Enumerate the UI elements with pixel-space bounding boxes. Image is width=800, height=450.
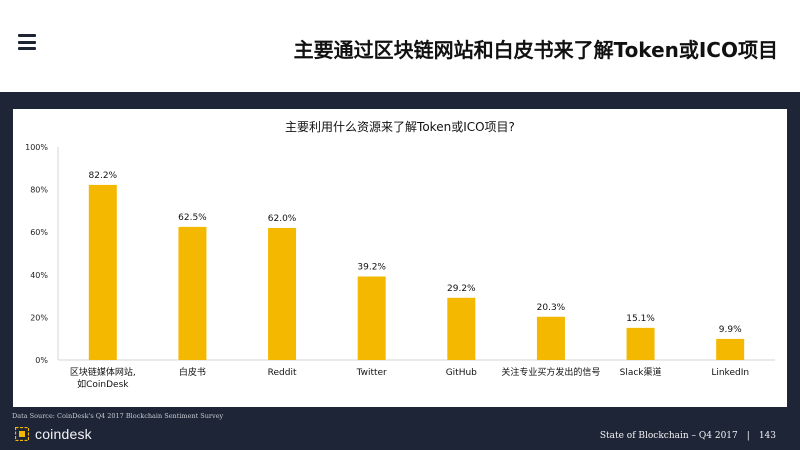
bar-chart: 主要利用什么资源来了解Token或ICO项目? 0% 20% 40% 60% 80% 100… xyxy=(25,120,775,390)
bar xyxy=(88,184,117,360)
data-source-note: Data Source: CoinDesk's Q4 2017 Blockcha… xyxy=(12,412,224,420)
y-tick-label: 20% xyxy=(30,313,48,322)
y-tick-label: 100% xyxy=(25,143,48,152)
data-label: 62.5% xyxy=(178,213,207,223)
x-tick-label: Slack渠道 xyxy=(620,366,662,378)
y-tick-label: 60% xyxy=(30,228,48,237)
x-tick-label: 区块链媒体网站, xyxy=(70,366,136,378)
data-label: 9.9% xyxy=(719,325,742,335)
data-label: 29.2% xyxy=(447,284,476,294)
bar xyxy=(447,297,476,360)
data-label: 20.3% xyxy=(537,303,566,313)
y-tick-label: 40% xyxy=(30,271,48,280)
footer-separator: | xyxy=(746,431,750,441)
menu-icon[interactable] xyxy=(18,34,36,50)
y-tick-label: 80% xyxy=(30,186,48,195)
x-tick-label: 白皮书 xyxy=(179,366,206,378)
x-tick-label: LinkedIn xyxy=(711,368,749,378)
bar xyxy=(357,276,386,360)
logo-text: coindesk xyxy=(35,426,92,442)
bar xyxy=(536,316,565,360)
data-label: 82.2% xyxy=(89,171,118,181)
coindesk-logo: coindesk xyxy=(15,426,92,442)
data-label: 62.0% xyxy=(268,214,297,224)
x-tick-label: 关注专业买方发出的信号 xyxy=(501,366,600,378)
slide-title: 主要通过区块链网站和白皮书来了解Token或ICO项目 xyxy=(293,38,778,62)
chart-panel: 主要利用什么资源来了解Token或ICO项目? 0% 20% 40% 60% 80% 100… xyxy=(13,109,787,407)
footer-report-title: State of Blockchain – Q4 2017 xyxy=(599,431,738,441)
bar xyxy=(268,227,297,360)
coindesk-logo-icon xyxy=(15,427,29,441)
data-label: 15.1% xyxy=(626,314,655,324)
data-label: 39.2% xyxy=(357,263,386,273)
bar xyxy=(178,226,207,360)
x-tick-label: Twitter xyxy=(356,368,387,378)
footer: State of Blockchain – Q4 2017 | 143 xyxy=(600,431,776,441)
bar xyxy=(626,327,655,360)
y-tick-label: 0% xyxy=(35,356,48,365)
page-number: 143 xyxy=(758,431,776,441)
x-tick-label: Reddit xyxy=(268,368,297,378)
chart-title: 主要利用什么资源来了解Token或ICO项目? xyxy=(285,120,515,134)
slide-header: 主要通过区块链网站和白皮书来了解Token或ICO项目 xyxy=(0,0,800,92)
x-tick-label: 如CoinDesk xyxy=(77,378,129,390)
x-tick-label: GitHub xyxy=(446,368,477,378)
bar xyxy=(716,338,745,360)
